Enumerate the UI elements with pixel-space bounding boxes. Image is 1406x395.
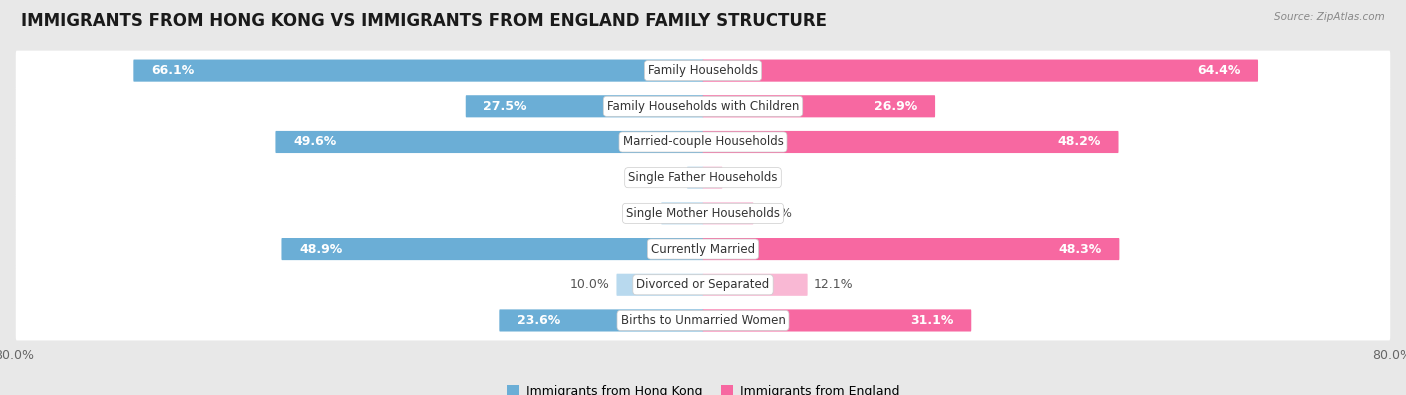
- FancyBboxPatch shape: [281, 238, 703, 260]
- Text: 27.5%: 27.5%: [484, 100, 527, 113]
- FancyBboxPatch shape: [15, 229, 1391, 269]
- Text: 49.6%: 49.6%: [292, 135, 336, 149]
- Text: Births to Unmarried Women: Births to Unmarried Women: [620, 314, 786, 327]
- Legend: Immigrants from Hong Kong, Immigrants from England: Immigrants from Hong Kong, Immigrants fr…: [502, 380, 904, 395]
- Text: Source: ZipAtlas.com: Source: ZipAtlas.com: [1274, 12, 1385, 22]
- Text: Divorced or Separated: Divorced or Separated: [637, 278, 769, 291]
- Text: 5.8%: 5.8%: [759, 207, 792, 220]
- FancyBboxPatch shape: [15, 158, 1391, 198]
- FancyBboxPatch shape: [134, 60, 703, 82]
- FancyBboxPatch shape: [15, 265, 1391, 305]
- Text: Currently Married: Currently Married: [651, 243, 755, 256]
- FancyBboxPatch shape: [661, 202, 703, 224]
- Text: 2.2%: 2.2%: [728, 171, 761, 184]
- FancyBboxPatch shape: [703, 202, 754, 224]
- Text: 48.2%: 48.2%: [1057, 135, 1101, 149]
- Text: 4.8%: 4.8%: [623, 207, 655, 220]
- Text: 1.8%: 1.8%: [648, 171, 681, 184]
- FancyBboxPatch shape: [703, 131, 1119, 153]
- Text: 48.3%: 48.3%: [1059, 243, 1102, 256]
- FancyBboxPatch shape: [276, 131, 703, 153]
- FancyBboxPatch shape: [15, 51, 1391, 90]
- Text: Married-couple Households: Married-couple Households: [623, 135, 783, 149]
- FancyBboxPatch shape: [616, 274, 703, 296]
- Text: 12.1%: 12.1%: [814, 278, 853, 291]
- Text: 10.0%: 10.0%: [569, 278, 610, 291]
- Text: 66.1%: 66.1%: [150, 64, 194, 77]
- FancyBboxPatch shape: [15, 194, 1391, 233]
- Text: 64.4%: 64.4%: [1197, 64, 1240, 77]
- Text: Single Mother Households: Single Mother Households: [626, 207, 780, 220]
- FancyBboxPatch shape: [15, 86, 1391, 126]
- FancyBboxPatch shape: [465, 95, 703, 117]
- FancyBboxPatch shape: [15, 301, 1391, 340]
- FancyBboxPatch shape: [703, 167, 723, 189]
- Text: Family Households: Family Households: [648, 64, 758, 77]
- Text: 48.9%: 48.9%: [299, 243, 342, 256]
- Text: Single Father Households: Single Father Households: [628, 171, 778, 184]
- Text: 31.1%: 31.1%: [910, 314, 953, 327]
- FancyBboxPatch shape: [703, 95, 935, 117]
- FancyBboxPatch shape: [499, 309, 703, 331]
- FancyBboxPatch shape: [703, 60, 1258, 82]
- Text: Family Households with Children: Family Households with Children: [607, 100, 799, 113]
- FancyBboxPatch shape: [703, 309, 972, 331]
- FancyBboxPatch shape: [703, 274, 807, 296]
- Text: 23.6%: 23.6%: [517, 314, 560, 327]
- Text: 26.9%: 26.9%: [875, 100, 918, 113]
- FancyBboxPatch shape: [703, 238, 1119, 260]
- FancyBboxPatch shape: [688, 167, 703, 189]
- Text: IMMIGRANTS FROM HONG KONG VS IMMIGRANTS FROM ENGLAND FAMILY STRUCTURE: IMMIGRANTS FROM HONG KONG VS IMMIGRANTS …: [21, 12, 827, 30]
- FancyBboxPatch shape: [15, 122, 1391, 162]
